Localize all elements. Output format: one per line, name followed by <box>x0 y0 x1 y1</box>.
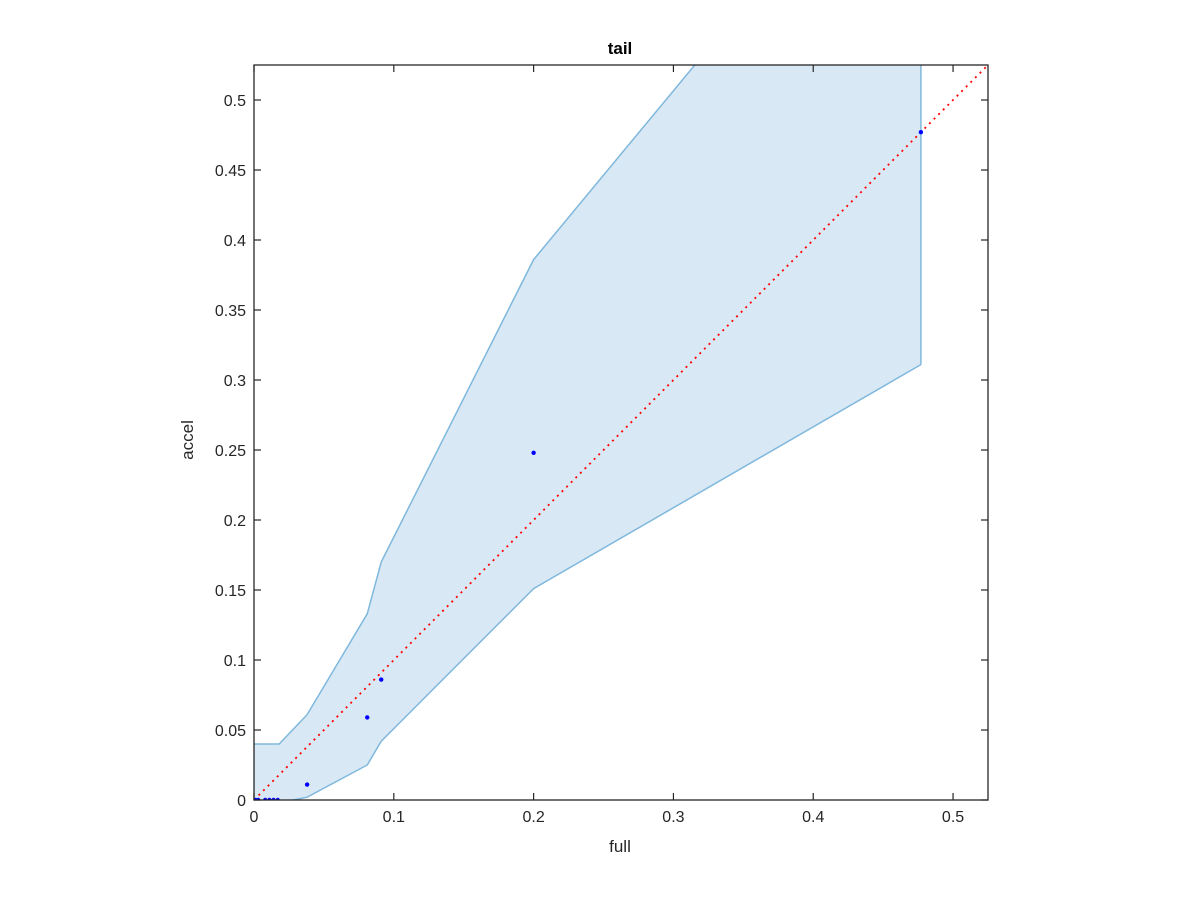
identity-reference-line <box>254 65 988 800</box>
y-tick-label: 0.4 <box>224 233 246 250</box>
x-tick-label: 0.4 <box>802 809 824 826</box>
y-tick-label: 0.45 <box>215 163 246 180</box>
y-tick-label: 0.25 <box>215 443 246 460</box>
band-lower-edge <box>254 363 922 800</box>
y-axis-label: accel <box>178 420 197 460</box>
y-tick-label: 0.2 <box>224 513 246 530</box>
x-tick-label: 0.1 <box>383 809 405 826</box>
y-tick-label: 0.3 <box>224 373 246 390</box>
y-tick-label: 0.1 <box>224 653 246 670</box>
data-point <box>531 450 536 455</box>
y-tick-label: 0 <box>237 793 246 810</box>
x-tick-label: 0.2 <box>522 809 544 826</box>
y-axis-ticks: 0 0.05 0.1 0.15 0.2 0.25 0.3 0.35 0.4 0.45 0.5 <box>215 93 988 810</box>
data-point <box>918 130 924 135</box>
x-tick-label: 0 <box>250 809 259 826</box>
plot-content <box>254 65 988 800</box>
y-tick-label: 0.15 <box>215 583 246 600</box>
y-tick-label: 0.35 <box>215 303 246 320</box>
x-tick-label: 0.5 <box>942 809 964 826</box>
x-axis-ticks: 0 0.1 0.2 0.3 0.4 0.5 <box>250 65 964 826</box>
band-upper-edge <box>254 65 696 745</box>
data-point <box>304 782 310 787</box>
y-tick-label: 0.5 <box>224 93 246 110</box>
x-tick-label: 0.3 <box>662 809 684 826</box>
data-point <box>365 715 370 720</box>
confidence-band <box>254 65 921 800</box>
x-axis-label: full <box>609 837 631 856</box>
chart-title: tail <box>608 39 633 58</box>
data-point <box>379 677 384 682</box>
plot-area-frame <box>253 64 989 801</box>
y-tick-label: 0.05 <box>215 723 246 740</box>
